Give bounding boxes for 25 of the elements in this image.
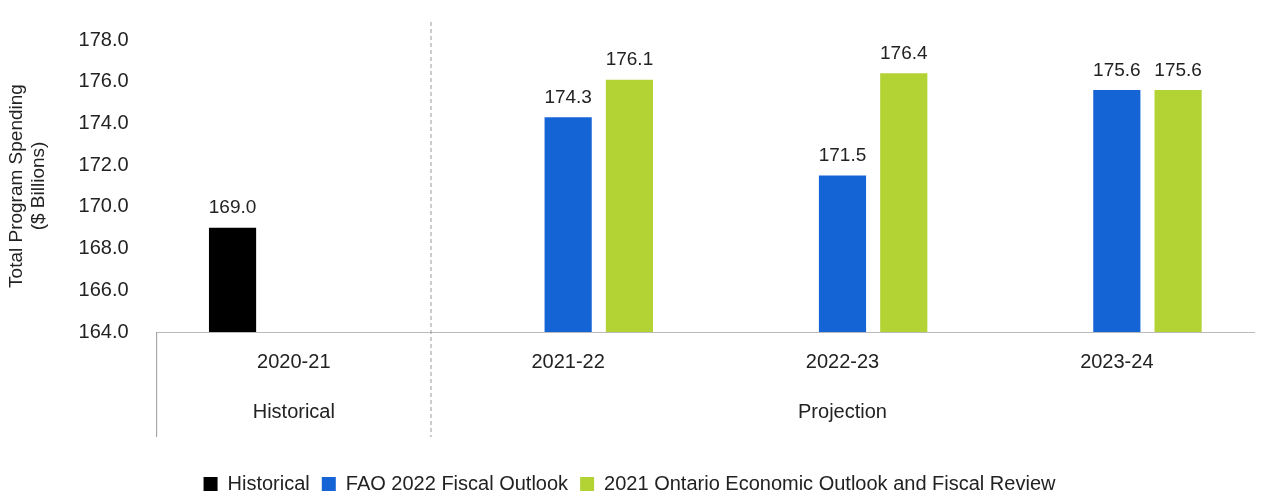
data-label: 176.4	[879, 42, 928, 64]
x-tick-label: 2020-21	[257, 349, 331, 372]
data-label: 169.0	[208, 196, 257, 218]
data-label: 174.3	[544, 85, 592, 107]
x-tick-label: 2023-24	[1080, 349, 1154, 372]
data-label: 175.6	[1154, 58, 1202, 80]
data-label: 171.5	[818, 144, 867, 166]
y-tick-label: 168.0	[78, 236, 129, 259]
x-tick-label: 2022-23	[805, 349, 880, 372]
text: Historical	[252, 399, 335, 422]
y-tick-label: 164.0	[78, 319, 129, 342]
text: Projection	[798, 399, 887, 422]
y-tick-label: 172.0	[78, 152, 129, 175]
data-label: 175.6	[1093, 58, 1141, 80]
legend-label: FAO 2022 Fiscal Outlook	[345, 471, 570, 494]
y-tick-label: 166.0	[78, 277, 129, 300]
y-tick-label: 170.0	[78, 194, 129, 217]
y-tick-label: 178.0	[78, 27, 129, 50]
y-axis-title: Total Program Spending ($ Billions)	[4, 84, 49, 288]
legend-label: 2021 Ontario Economic Outlook and Fiscal Review	[604, 471, 1056, 494]
data-label: 176.1	[605, 48, 654, 70]
x-tick-label: 2021-22	[531, 349, 605, 372]
y-tick-label: 174.0	[78, 110, 129, 133]
legend-label: Historical	[227, 471, 310, 494]
y-tick-label: 176.0	[78, 69, 129, 92]
